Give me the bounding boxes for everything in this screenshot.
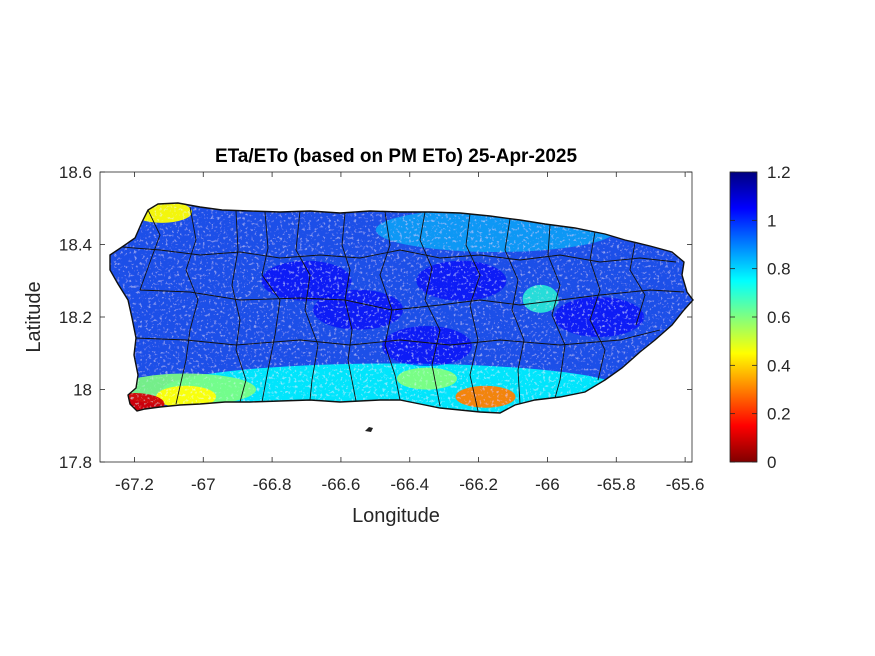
municipality-boundary xyxy=(135,329,661,346)
colorbar-tick-label: 0.6 xyxy=(767,308,791,327)
municipality-boundary xyxy=(139,209,161,291)
y-tick-label: 18.4 xyxy=(59,236,92,255)
y-tick-label: 18 xyxy=(73,381,92,400)
east-central-spot xyxy=(522,284,559,313)
x-tick-label: -66.4 xyxy=(390,475,429,494)
municipality-boundary xyxy=(419,211,441,407)
colorbar-tick-label: 0.2 xyxy=(767,405,791,424)
municipality-boundary xyxy=(629,242,646,326)
municipality-boundary xyxy=(175,206,199,405)
chart-title: ETa/ETo (based on PM ETo) 25-Apr-2025 xyxy=(215,146,578,167)
municipality-boundary xyxy=(465,213,481,412)
high-value-area xyxy=(381,326,472,366)
y-tick-label: 17.8 xyxy=(59,453,92,472)
low-value-area xyxy=(396,367,457,390)
municipality-boundary xyxy=(231,210,247,403)
low-value-area xyxy=(156,385,217,408)
colorbar-tick-label: 1.2 xyxy=(767,163,791,182)
low-value-area xyxy=(455,385,516,408)
y-tick-label: 18.2 xyxy=(59,308,92,327)
x-tick-label: -66 xyxy=(535,475,560,494)
municipality-boundaries xyxy=(121,206,685,412)
municipality-boundary xyxy=(589,231,606,381)
high-value-area xyxy=(416,260,507,301)
high-value-area xyxy=(554,297,645,337)
colorbar-tick-label: 1 xyxy=(767,211,776,230)
x-tick-label: -66.6 xyxy=(322,475,361,494)
colorbar-axis: 0 0.2 0.4 0.6 0.8 1 1.2 xyxy=(730,163,791,472)
colorbar-tick-label: 0 xyxy=(767,453,776,472)
small-islet xyxy=(365,427,373,432)
y-axis-label: Latitude xyxy=(23,281,45,352)
colorbar-tick-label: 0.4 xyxy=(767,356,791,375)
y-tick-label: 18.6 xyxy=(59,163,92,182)
municipality-boundary xyxy=(547,224,566,399)
high-value-area xyxy=(261,260,352,301)
y-axis: 17.8 18 18.2 18.4 18.6 xyxy=(59,163,692,472)
municipality-boundary xyxy=(121,246,677,263)
x-tick-label: -67 xyxy=(191,475,216,494)
municipality-boundary xyxy=(504,218,525,405)
municipality-boundary xyxy=(139,289,685,311)
eta-eto-heatmap xyxy=(109,202,694,432)
x-tick-label: -65.6 xyxy=(666,475,705,494)
x-axis-label: Longitude xyxy=(352,505,440,527)
municipality-boundary xyxy=(295,210,319,401)
colorbar-tick-label: 0.8 xyxy=(767,260,791,279)
municipality-boundary xyxy=(261,211,281,403)
x-tick-label: -65.8 xyxy=(597,475,636,494)
x-tick-label: -66.8 xyxy=(253,475,292,494)
island-outline xyxy=(109,202,694,414)
x-axis: -67.2 -67 -66.8 -66.6 -66.4 -66.2 -66 -65.8 -65.… xyxy=(115,172,704,494)
x-tick-label: -67.2 xyxy=(115,475,154,494)
x-tick-label: -66.2 xyxy=(459,475,498,494)
